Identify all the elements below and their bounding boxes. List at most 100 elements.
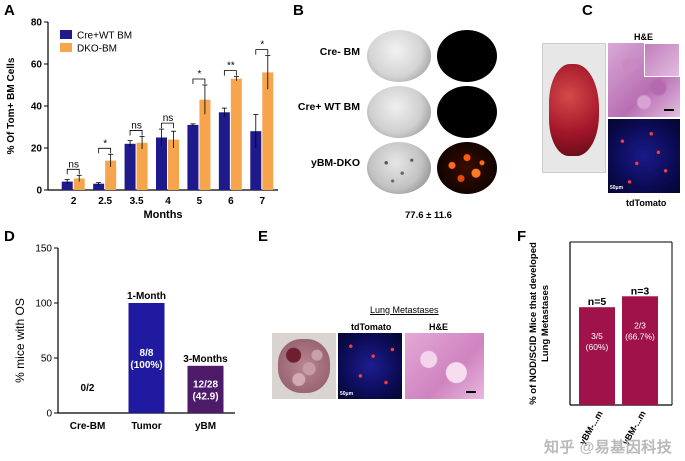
tumor-mass (549, 64, 599, 156)
a-sig-bracket (161, 122, 174, 129)
d-bar (187, 365, 224, 413)
d-y-tick-label: 0 (46, 409, 52, 420)
a-bar-cre-wt (250, 131, 262, 190)
c-he-scale-bar (664, 109, 674, 111)
e-he-image (405, 333, 484, 399)
d-top-label: 3-Months (183, 354, 228, 365)
d-top-label: 1-Month (127, 291, 166, 302)
d-y-tick-label: 50 (41, 354, 53, 365)
a-sig-bracket (98, 147, 112, 154)
c-td-scale: 50μm (610, 185, 624, 191)
panel-letter-b: B (293, 2, 304, 19)
c-he-image (608, 43, 680, 117)
plate-label-cre-plus: Cre+ WT BM (297, 101, 360, 113)
a-x-tick-label: 4 (165, 196, 171, 207)
a-legend-swatch-1 (60, 43, 72, 52)
a-x-tick-label: 2 (71, 196, 77, 207)
a-sig-label: ns (68, 159, 79, 170)
a-y-tick-label: 40 (31, 102, 43, 113)
a-x-tick-label: 3.5 (130, 196, 144, 207)
c-he-inset (644, 43, 680, 77)
d-inner-label: (100%) (130, 360, 162, 371)
f-y-axis-label: Lung Metastases (540, 285, 551, 362)
a-bar-dko (73, 178, 85, 190)
f-top-label: n=3 (631, 285, 650, 297)
plate-brightfield-ybm-dko (367, 142, 431, 194)
a-bar-dko (199, 99, 211, 190)
plate-fluorescence-cre-plus (437, 86, 497, 138)
a-y-tick-label: 60 (31, 60, 43, 71)
c-he-label: H&E (634, 32, 654, 42)
a-sig-bracket (129, 130, 143, 136)
panel-letter-d: D (4, 228, 15, 245)
a-x-axis-label: Months (143, 209, 182, 221)
f-inner-label: 2/3 (634, 320, 646, 330)
d-inner-label: 8/8 (140, 348, 154, 359)
a-bar-dko (136, 142, 148, 190)
tumor-photo (542, 43, 606, 173)
a-x-tick-label: 6 (228, 196, 234, 207)
a-sig-bracket (255, 49, 269, 55)
f-top-label: n=5 (588, 296, 607, 308)
a-legend-swatch-0 (60, 30, 72, 39)
a-bar-dko (230, 78, 242, 190)
f-y-axis-label: % of NOD/SCID Mice that developed (528, 242, 539, 405)
plate-brightfield-cre-minus (367, 30, 431, 82)
a-y-tick-label: 80 (31, 18, 43, 29)
d-x-tick-label: yBM (195, 421, 216, 432)
a-bar-dko (105, 160, 117, 190)
a-y-axis-label: % Of Tom+ BM Cells (6, 57, 17, 154)
f-inner-label: (60%) (586, 342, 609, 352)
panel-letter-a: A (4, 2, 15, 19)
a-sig-label: ns (131, 120, 142, 131)
plate-label-cre-minus: Cre- BM (319, 46, 360, 58)
a-legend-label: DKO-BM (77, 44, 117, 55)
f-bar (579, 307, 615, 405)
plate-fluorescence-ybm-dko (437, 142, 497, 194)
e-td-scale: 50μm (340, 391, 354, 397)
f-inner-label: 3/5 (591, 331, 603, 341)
d-y-axis-label: % mice with OS (13, 298, 27, 383)
d-bar (128, 303, 165, 413)
lung-mass (278, 339, 330, 393)
e-he-scale-bar (466, 391, 476, 393)
a-x-tick-label: 2.5 (98, 196, 112, 207)
d-inner-label: (42.9) (192, 391, 218, 402)
watermark: 知乎 @易基因科技 (544, 439, 673, 456)
a-sig-label: * (260, 40, 264, 51)
a-bar-cre-wt (156, 137, 167, 190)
d-inner-label: 12/28 (193, 379, 218, 390)
f-bar (622, 296, 658, 405)
plate-caption: 77.6 ± 11.6 (405, 210, 452, 221)
a-sig-bracket (192, 78, 206, 84)
a-sig-label: ** (227, 61, 235, 72)
e-title: Lung Metastases (370, 305, 439, 315)
d-y-tick-label: 150 (35, 244, 52, 255)
a-bar-cre-wt (61, 181, 73, 190)
a-y-tick-label: 0 (36, 186, 42, 197)
chart-a: 0 20 40 60 80 % Of Tom+ BM Cells Months 2 ns 2.5 *… (6, 18, 278, 221)
a-bar-cre-wt (124, 143, 136, 190)
panel-letter-e: E (258, 228, 269, 245)
d-inner-label: 0/2 (81, 383, 95, 394)
plate-brightfield-cre-plus (367, 86, 431, 138)
c-tdtomato-image: 50μm (608, 119, 680, 193)
chart-d: 0 50 100 150 % mice with OS Cre-BM 0/2 Tumor 1-M… (13, 244, 235, 432)
e-he-label: H&E (429, 322, 449, 332)
d-y-tick-label: 100 (35, 299, 52, 310)
a-sig-bracket (223, 70, 237, 76)
a-x-tick-label: 5 (197, 196, 203, 207)
panel-letter-f: F (517, 228, 527, 245)
a-sig-label: * (197, 69, 201, 80)
a-y-tick-label: 20 (31, 144, 43, 155)
c-td-label: tdTomato (626, 198, 667, 208)
a-bar-cre-wt (187, 124, 199, 190)
lung-photo (272, 333, 336, 399)
a-bar-cre-wt (93, 183, 105, 190)
panel-letter-c: C (582, 2, 593, 19)
a-sig-label: ns (163, 113, 174, 124)
e-tdtomato-image: 50μm (338, 333, 402, 399)
chart-f: % of NOD/SCID Mice that developed Lung Me… (528, 241, 673, 446)
a-bar-cre-wt (218, 112, 230, 190)
a-sig-bracket (66, 168, 80, 175)
